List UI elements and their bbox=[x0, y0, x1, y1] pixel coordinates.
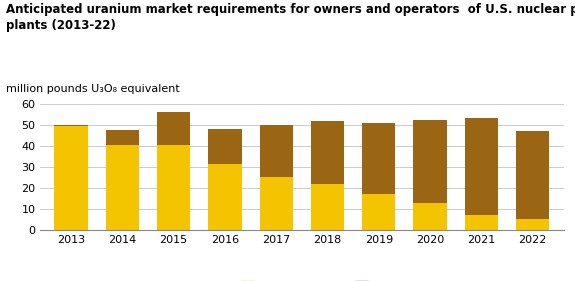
Bar bbox=[259, 177, 293, 230]
Bar bbox=[157, 145, 190, 230]
Bar bbox=[362, 194, 396, 230]
Bar bbox=[465, 215, 498, 230]
Bar bbox=[413, 120, 447, 203]
Text: million pounds U₃O₈ equivalent: million pounds U₃O₈ equivalent bbox=[6, 84, 179, 94]
Bar bbox=[106, 130, 139, 145]
Legend: Under Contract, Unfilled: Under Contract, Unfilled bbox=[236, 277, 420, 281]
Bar bbox=[465, 118, 498, 215]
Bar bbox=[362, 123, 396, 194]
Bar bbox=[311, 184, 344, 230]
Bar bbox=[157, 112, 190, 145]
Bar bbox=[516, 132, 549, 219]
Bar bbox=[311, 121, 344, 184]
Bar bbox=[413, 203, 447, 230]
Text: Anticipated uranium market requirements for owners and operators  of U.S. nuclea: Anticipated uranium market requirements … bbox=[6, 3, 575, 32]
Bar bbox=[516, 219, 549, 230]
Bar bbox=[55, 125, 88, 126]
Bar bbox=[208, 129, 242, 164]
Bar bbox=[106, 145, 139, 230]
Bar bbox=[259, 125, 293, 177]
Bar bbox=[208, 164, 242, 230]
Bar bbox=[55, 126, 88, 230]
